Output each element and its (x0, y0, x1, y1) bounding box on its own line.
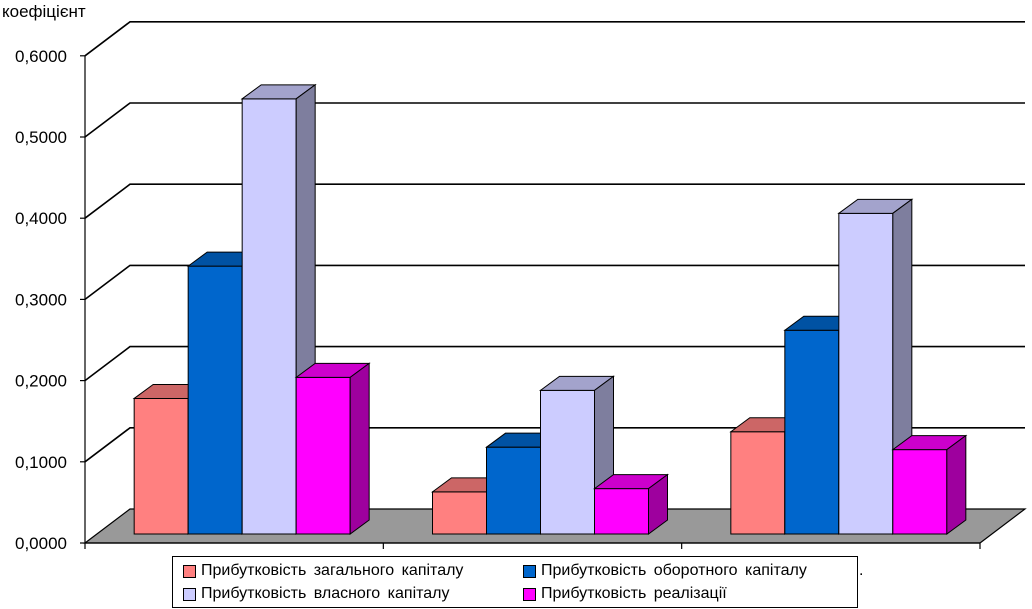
bar-front (295, 376, 351, 535)
gridlines (84, 20, 1025, 463)
y-tick-label: 0,2000 (15, 372, 67, 391)
bar (891, 434, 968, 535)
y-tick-label: 0,3000 (15, 290, 67, 309)
legend-item-1: Прибутковість оборотного капіталу (523, 562, 807, 580)
legend-label-3: Прибутковість реалізації (541, 585, 727, 602)
bar-front (432, 491, 487, 535)
bar-front (540, 389, 595, 535)
y-tick-label: 0,0000 (15, 534, 67, 553)
bar-front (133, 397, 189, 535)
legend-swatch-0 (183, 564, 196, 578)
legend-swatch-1 (523, 564, 536, 578)
legend-swatch-3 (523, 587, 536, 601)
legend-item-2: Прибутковість власного капіталу (183, 585, 450, 603)
legend-label-0: Прибутковість загального капіталу (201, 562, 464, 579)
legend: Прибутковість загального капіталу Прибут… (172, 556, 863, 608)
y-tick-label: 0,5000 (15, 128, 67, 147)
bar-front (187, 265, 243, 535)
y-tick-label: 0,1000 (15, 453, 67, 472)
legend-item-0: Прибутковість загального капіталу (183, 562, 463, 580)
bar-front (784, 329, 840, 535)
gridline (84, 20, 1025, 57)
legend-label-1: Прибутковість оборотного капіталу (541, 562, 807, 579)
bar (592, 473, 670, 535)
legend-trailing-mark: . (859, 562, 864, 579)
bar-front (730, 431, 786, 535)
bar-front (594, 488, 649, 535)
y-axis-title: коефіцієнт (2, 2, 86, 21)
gridline (84, 426, 1025, 463)
bar-front (892, 449, 948, 535)
bars (132, 83, 968, 535)
bar-front (241, 98, 297, 535)
bar-side (946, 434, 967, 535)
gridline (84, 345, 1025, 382)
bar (294, 362, 371, 535)
axes (80, 55, 981, 549)
bar-front (838, 212, 894, 535)
y-tick-label: 0,6000 (15, 47, 67, 66)
bar (240, 83, 317, 535)
legend-label-2: Прибутковість власного капіталу (201, 585, 450, 602)
bar-front (486, 446, 541, 535)
gridline (84, 183, 1025, 219)
bar-side (349, 362, 370, 535)
legend-swatch-2 (183, 587, 196, 601)
y-tick-labels: 0,0000 0,1000 0,2000 0,3000 0,4000 0,5000 0,60… (15, 47, 67, 553)
gridline (84, 264, 1025, 301)
bar-side (648, 473, 668, 535)
gridline (84, 102, 1025, 138)
y-tick-label: 0,4000 (15, 209, 67, 228)
legend-item-3: Прибутковість реалізації (523, 585, 727, 603)
